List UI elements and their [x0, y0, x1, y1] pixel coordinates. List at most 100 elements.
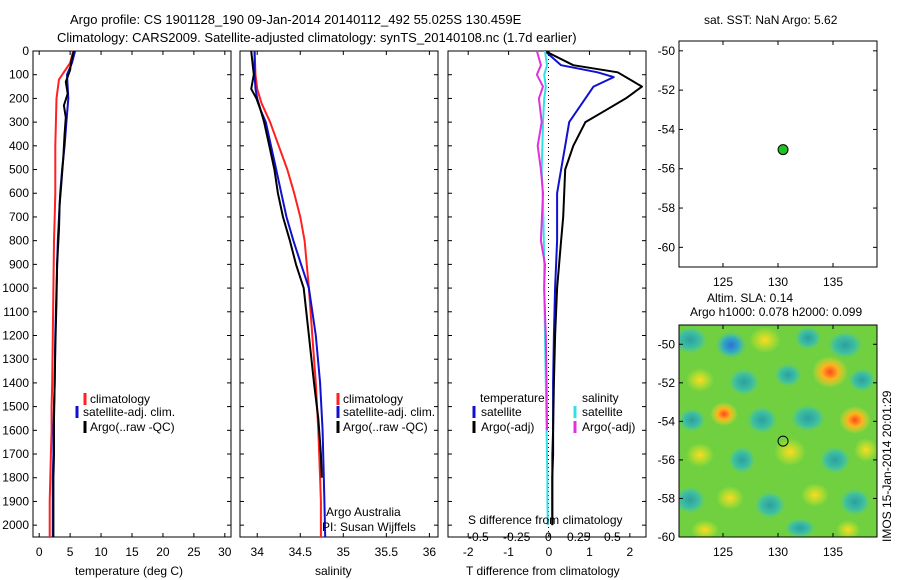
legend-argo-raw: Argo(..raw -QC) [90, 420, 175, 434]
top-tick-label: -0.5 [468, 530, 489, 544]
depth-tick-label: 400 [9, 139, 29, 153]
heights-title: Argo h1000: 0.078 h2000: 0.099 [690, 305, 862, 319]
series-argo-raw-qc [250, 50, 323, 478]
top-tick-label: 0.25 [567, 530, 591, 544]
legend-salinity-argo: Argo(-adj) [582, 420, 635, 434]
argo-australia-label: Argo Australia [326, 505, 401, 519]
pi-label: PI: Susan Wijffels [322, 520, 416, 534]
series-climatology [48, 50, 75, 537]
legend-satellite-adj: satellite-adj. clim. [83, 405, 175, 419]
series-argo-raw-qc [52, 50, 75, 537]
lat-tick-label: -50 [658, 44, 676, 58]
series-salinity-satellite [540, 50, 549, 526]
depth-tick-label: 1600 [2, 423, 29, 437]
lat-tick-label: -52 [658, 376, 676, 390]
depth-tick-label: 300 [9, 115, 29, 129]
x-tick-label: 34.5 [289, 545, 313, 559]
lon-tick-label: 125 [713, 545, 733, 559]
lat-tick-label: -54 [658, 122, 676, 136]
depth-tick-label: 800 [9, 234, 29, 248]
figure-title-line2: Climatology: CARS2009. Satellite-adjuste… [57, 30, 577, 45]
legend-salinity-header: salinity [582, 391, 619, 405]
top-tick-label: -0.25 [503, 530, 531, 544]
depth-tick-label: 1200 [2, 328, 29, 342]
depth-tick-label: 2000 [2, 518, 29, 532]
sst-title: sat. SST: NaN Argo: 5.62 [704, 13, 838, 27]
legend-argo-raw: Argo(..raw -QC) [343, 420, 428, 434]
lat-tick-label: -58 [658, 491, 676, 505]
top-tick-label: 0.5 [604, 530, 621, 544]
x-tick-label: 0 [546, 545, 553, 559]
x-tick-label: 5 [67, 545, 74, 559]
depth-tick-label: 700 [9, 210, 29, 224]
legend-climatology: climatology [90, 392, 150, 406]
x-tick-label: 15 [125, 545, 139, 559]
temperature-xlabel: temperature (deg C) [75, 564, 183, 578]
x-tick-label: 0 [36, 545, 43, 559]
t-difference-xlabel: T difference from climatology [466, 564, 620, 578]
lon-tick-label: 135 [823, 275, 843, 289]
argo-location-marker [777, 144, 789, 156]
location-map-panel: sat. SST: NaN Argo: 5.62 125 130 135 -50 -52… [658, 13, 878, 289]
x-tick-label: 35.5 [375, 545, 399, 559]
top-tick-label: 0 [545, 530, 552, 544]
lat-tick-label: -52 [658, 83, 676, 97]
salinity-axes-box [239, 50, 439, 538]
x-tick-label: 10 [94, 545, 108, 559]
depth-tick-label: 1500 [2, 400, 29, 414]
salinity-xlabel: salinity [315, 564, 352, 578]
sla-title: Altim. SLA: 0.14 [707, 291, 793, 305]
series-climatology [253, 50, 322, 537]
x-tick-label: -1 [503, 545, 514, 559]
x-tick-label: 25 [187, 545, 201, 559]
lon-tick-label: 135 [823, 545, 843, 559]
x-tick-label: 30 [218, 545, 232, 559]
depth-tick-label: 0 [22, 44, 29, 58]
x-tick-label: -2 [463, 545, 474, 559]
lon-tick-label: 130 [768, 545, 788, 559]
depth-tick-label: 1800 [2, 471, 29, 485]
lat-tick-label: -58 [658, 201, 676, 215]
x-tick-label: 34 [251, 545, 265, 559]
sla-heatmap [679, 325, 877, 537]
lat-tick-label: -56 [658, 162, 676, 176]
lat-tick-label: -60 [658, 240, 676, 254]
series-temperature-argo-adj [544, 50, 643, 526]
lat-tick-label: -60 [658, 530, 676, 544]
legend-temperature-argo: Argo(-adj) [481, 420, 534, 434]
depth-tick-label: 1100 [3, 305, 29, 319]
legend-climatology: climatology [343, 392, 403, 406]
x-tick-label: 20 [156, 545, 170, 559]
legend-temperature-satellite: satellite [481, 405, 522, 419]
depth-tick-label: 1300 [2, 352, 29, 366]
lat-tick-label: -54 [658, 414, 676, 428]
legend-satellite-adj: satellite-adj. clim. [343, 405, 435, 419]
depth-tick-label: 500 [9, 163, 29, 177]
depth-tick-label: 1000 [2, 281, 29, 295]
lat-tick-label: -56 [658, 453, 676, 467]
x-tick-label: 36 [423, 545, 437, 559]
depth-tick-label: 600 [9, 186, 29, 200]
depth-tick-label: 200 [9, 91, 29, 105]
lon-tick-label: 130 [768, 275, 788, 289]
temperature-axes-box [32, 50, 232, 538]
sla-map-panel: Altim. SLA: 0.14 Argo h1000: 0.078 h2000… [658, 291, 894, 559]
salinity-legend: climatology satellite-adj. clim. Argo(..… [336, 392, 435, 434]
s-difference-label: S difference from climatology [468, 513, 623, 527]
series-salinity-argo-adj [535, 50, 548, 431]
legend-temperature-header: temperature [480, 391, 545, 405]
x-tick-label: 1 [586, 545, 593, 559]
depth-tick-label: 100 [9, 68, 29, 82]
difference-legend: temperature satellite Argo(-adj) salinit… [472, 391, 635, 434]
argo-location-marker [777, 435, 789, 447]
depth-tick-label: 900 [9, 257, 29, 271]
imos-timestamp: IMOS 15-Jan-2014 20:01:29 [880, 390, 894, 542]
lat-tick-label: -50 [658, 337, 676, 351]
depth-tick-label: 1400 [2, 376, 29, 390]
temperature-legend: climatology satellite-adj. clim. Argo(..… [75, 392, 175, 434]
location-axes-box [678, 40, 878, 268]
x-tick-label: 35 [337, 545, 351, 559]
figure-title-line1: Argo profile: CS 1901128_190 09-Jan-2014… [70, 12, 522, 27]
difference-panel: -2 -1 0 1 2 T difference from climatology S … [447, 50, 647, 578]
salinity-panel: 34 34.5 35 35.5 36 salinity climatology sate… [239, 50, 439, 578]
